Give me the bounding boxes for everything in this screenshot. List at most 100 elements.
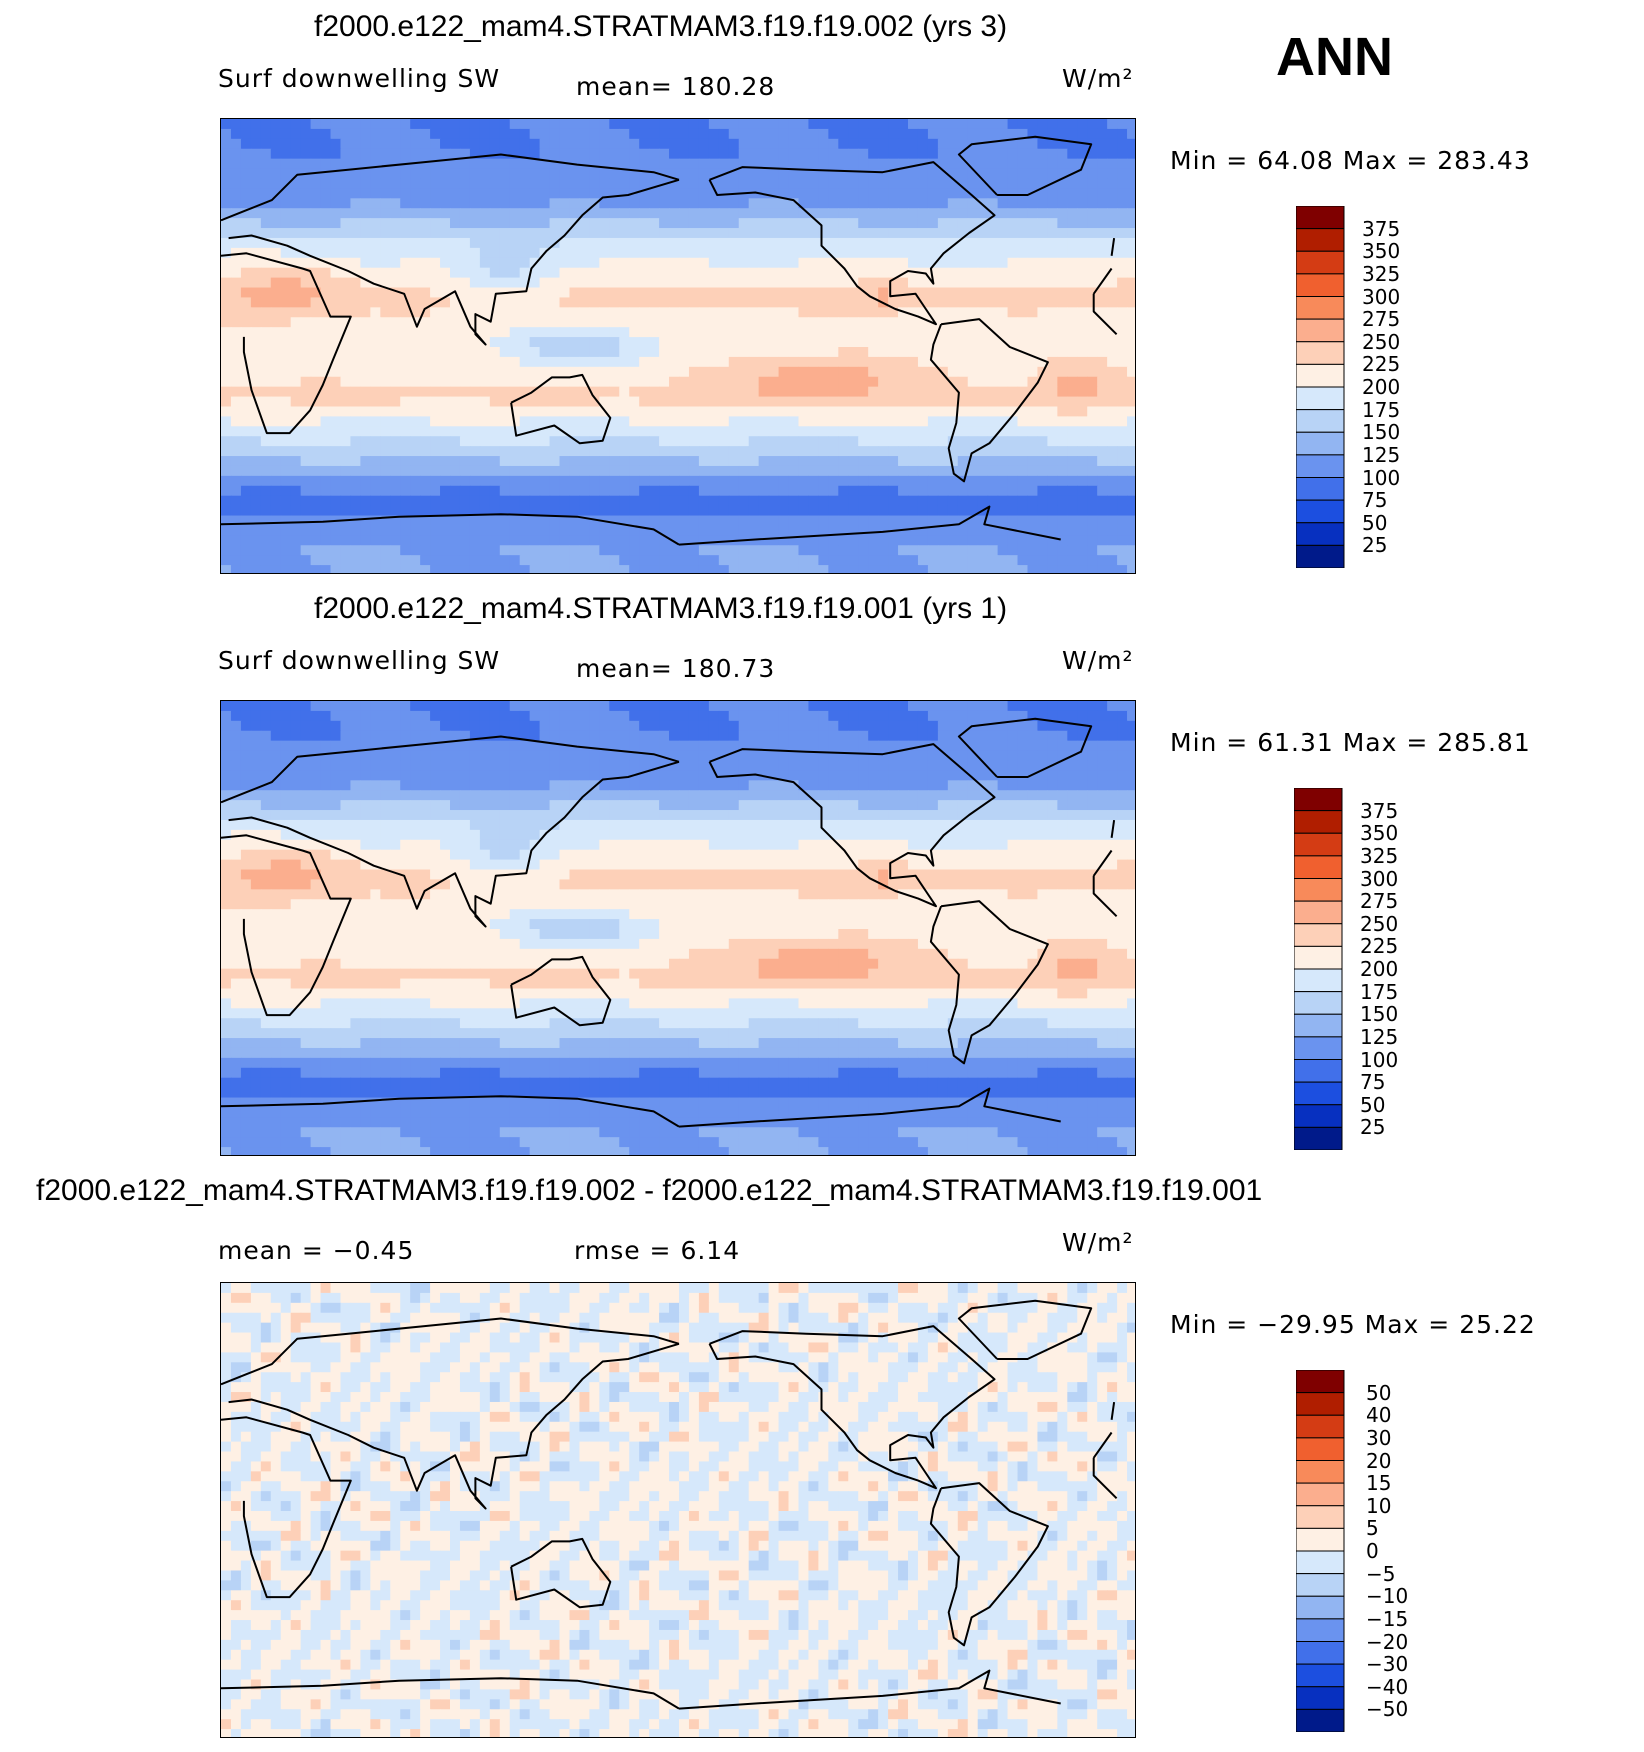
field-cell (479, 710, 491, 722)
field-cell (240, 297, 252, 308)
field-cell (728, 465, 740, 477)
field-cell (410, 386, 421, 398)
field-cell (758, 406, 770, 417)
field-cell (559, 446, 571, 457)
field-cell (778, 158, 790, 170)
field-cell (330, 218, 342, 229)
field-cell (758, 247, 770, 259)
field-cell (848, 475, 859, 487)
field-cell (370, 730, 381, 742)
field-cell (639, 228, 650, 239)
field-cell (430, 535, 441, 546)
field-cell (659, 730, 670, 742)
field-cell (240, 188, 252, 199)
field-cell (270, 128, 282, 140)
field-cell (1127, 317, 1135, 328)
field-cell (967, 277, 979, 289)
field-cell (609, 720, 620, 732)
field-cell (589, 750, 600, 762)
field-cell (549, 525, 561, 536)
field-cell (1017, 436, 1029, 447)
field-cell (1057, 356, 1068, 368)
field-cell (380, 555, 391, 566)
field-cell (1057, 297, 1068, 308)
field-cell (410, 237, 421, 249)
field-cell (320, 168, 332, 180)
field-cell (370, 456, 381, 467)
field-cell (878, 337, 889, 348)
field-cell (649, 317, 660, 328)
field-cell (838, 178, 849, 189)
field-cell (280, 701, 292, 712)
field-cell (440, 396, 451, 408)
field-cell (549, 267, 561, 279)
field-cell (340, 327, 352, 338)
field-cell (808, 327, 819, 338)
field-cell (927, 128, 939, 140)
field-cell (848, 555, 859, 566)
field-cell (868, 128, 879, 140)
field-cell (559, 416, 571, 427)
field-cell (1077, 535, 1088, 546)
field-cell (370, 257, 381, 269)
field-cell (1037, 760, 1048, 771)
field-cell (270, 158, 282, 170)
field-cell (599, 138, 610, 150)
field-cell (967, 436, 979, 447)
field-cell (539, 317, 551, 328)
field-cell (240, 138, 252, 150)
field-cell (370, 701, 381, 712)
field-cell (808, 406, 819, 417)
field-cell (529, 277, 541, 289)
field-cell (499, 138, 511, 150)
field-cell (629, 465, 640, 477)
field-cell (539, 525, 551, 536)
field-cell (1077, 218, 1088, 229)
field-cell (619, 465, 630, 477)
field-cell (240, 307, 252, 318)
field-cell (459, 396, 471, 408)
field-cell (330, 327, 342, 338)
field-cell (778, 710, 790, 722)
field-cell (828, 188, 839, 199)
field-cell (459, 337, 471, 348)
field-cell (390, 485, 401, 497)
field-cell (908, 720, 919, 732)
field-cell (708, 720, 720, 732)
field-cell (927, 188, 939, 199)
field-cell (798, 198, 810, 209)
field-cell (1047, 128, 1058, 140)
field-cell (230, 545, 242, 556)
field-cell (320, 416, 332, 427)
field-cell (888, 317, 899, 328)
field-cell (499, 376, 511, 388)
field-cell (459, 760, 471, 771)
field-cell (858, 277, 869, 289)
field-cell (260, 535, 272, 546)
field-cell (698, 465, 710, 477)
field-cell (499, 188, 511, 199)
field-cell (858, 327, 869, 338)
field-cell (499, 760, 511, 771)
field-cell (1027, 426, 1039, 437)
field-cell (947, 750, 959, 762)
field-cell (1017, 485, 1029, 497)
field-cell (519, 485, 531, 497)
field-cell (898, 168, 909, 180)
field-cell (469, 138, 481, 150)
field-cell (250, 770, 262, 781)
field-cell (778, 416, 790, 427)
field-cell (539, 740, 551, 752)
field-cell (320, 426, 332, 437)
field-cell (728, 297, 740, 308)
field-cell (509, 386, 521, 398)
field-cell (778, 770, 790, 781)
field-cell (310, 416, 322, 427)
field-cell (221, 307, 232, 318)
field-cell (728, 178, 740, 189)
field-cell (1117, 119, 1128, 130)
field-cell (878, 475, 889, 487)
field-cell (290, 228, 302, 239)
field-cell (370, 505, 381, 517)
field-cell (619, 770, 630, 781)
